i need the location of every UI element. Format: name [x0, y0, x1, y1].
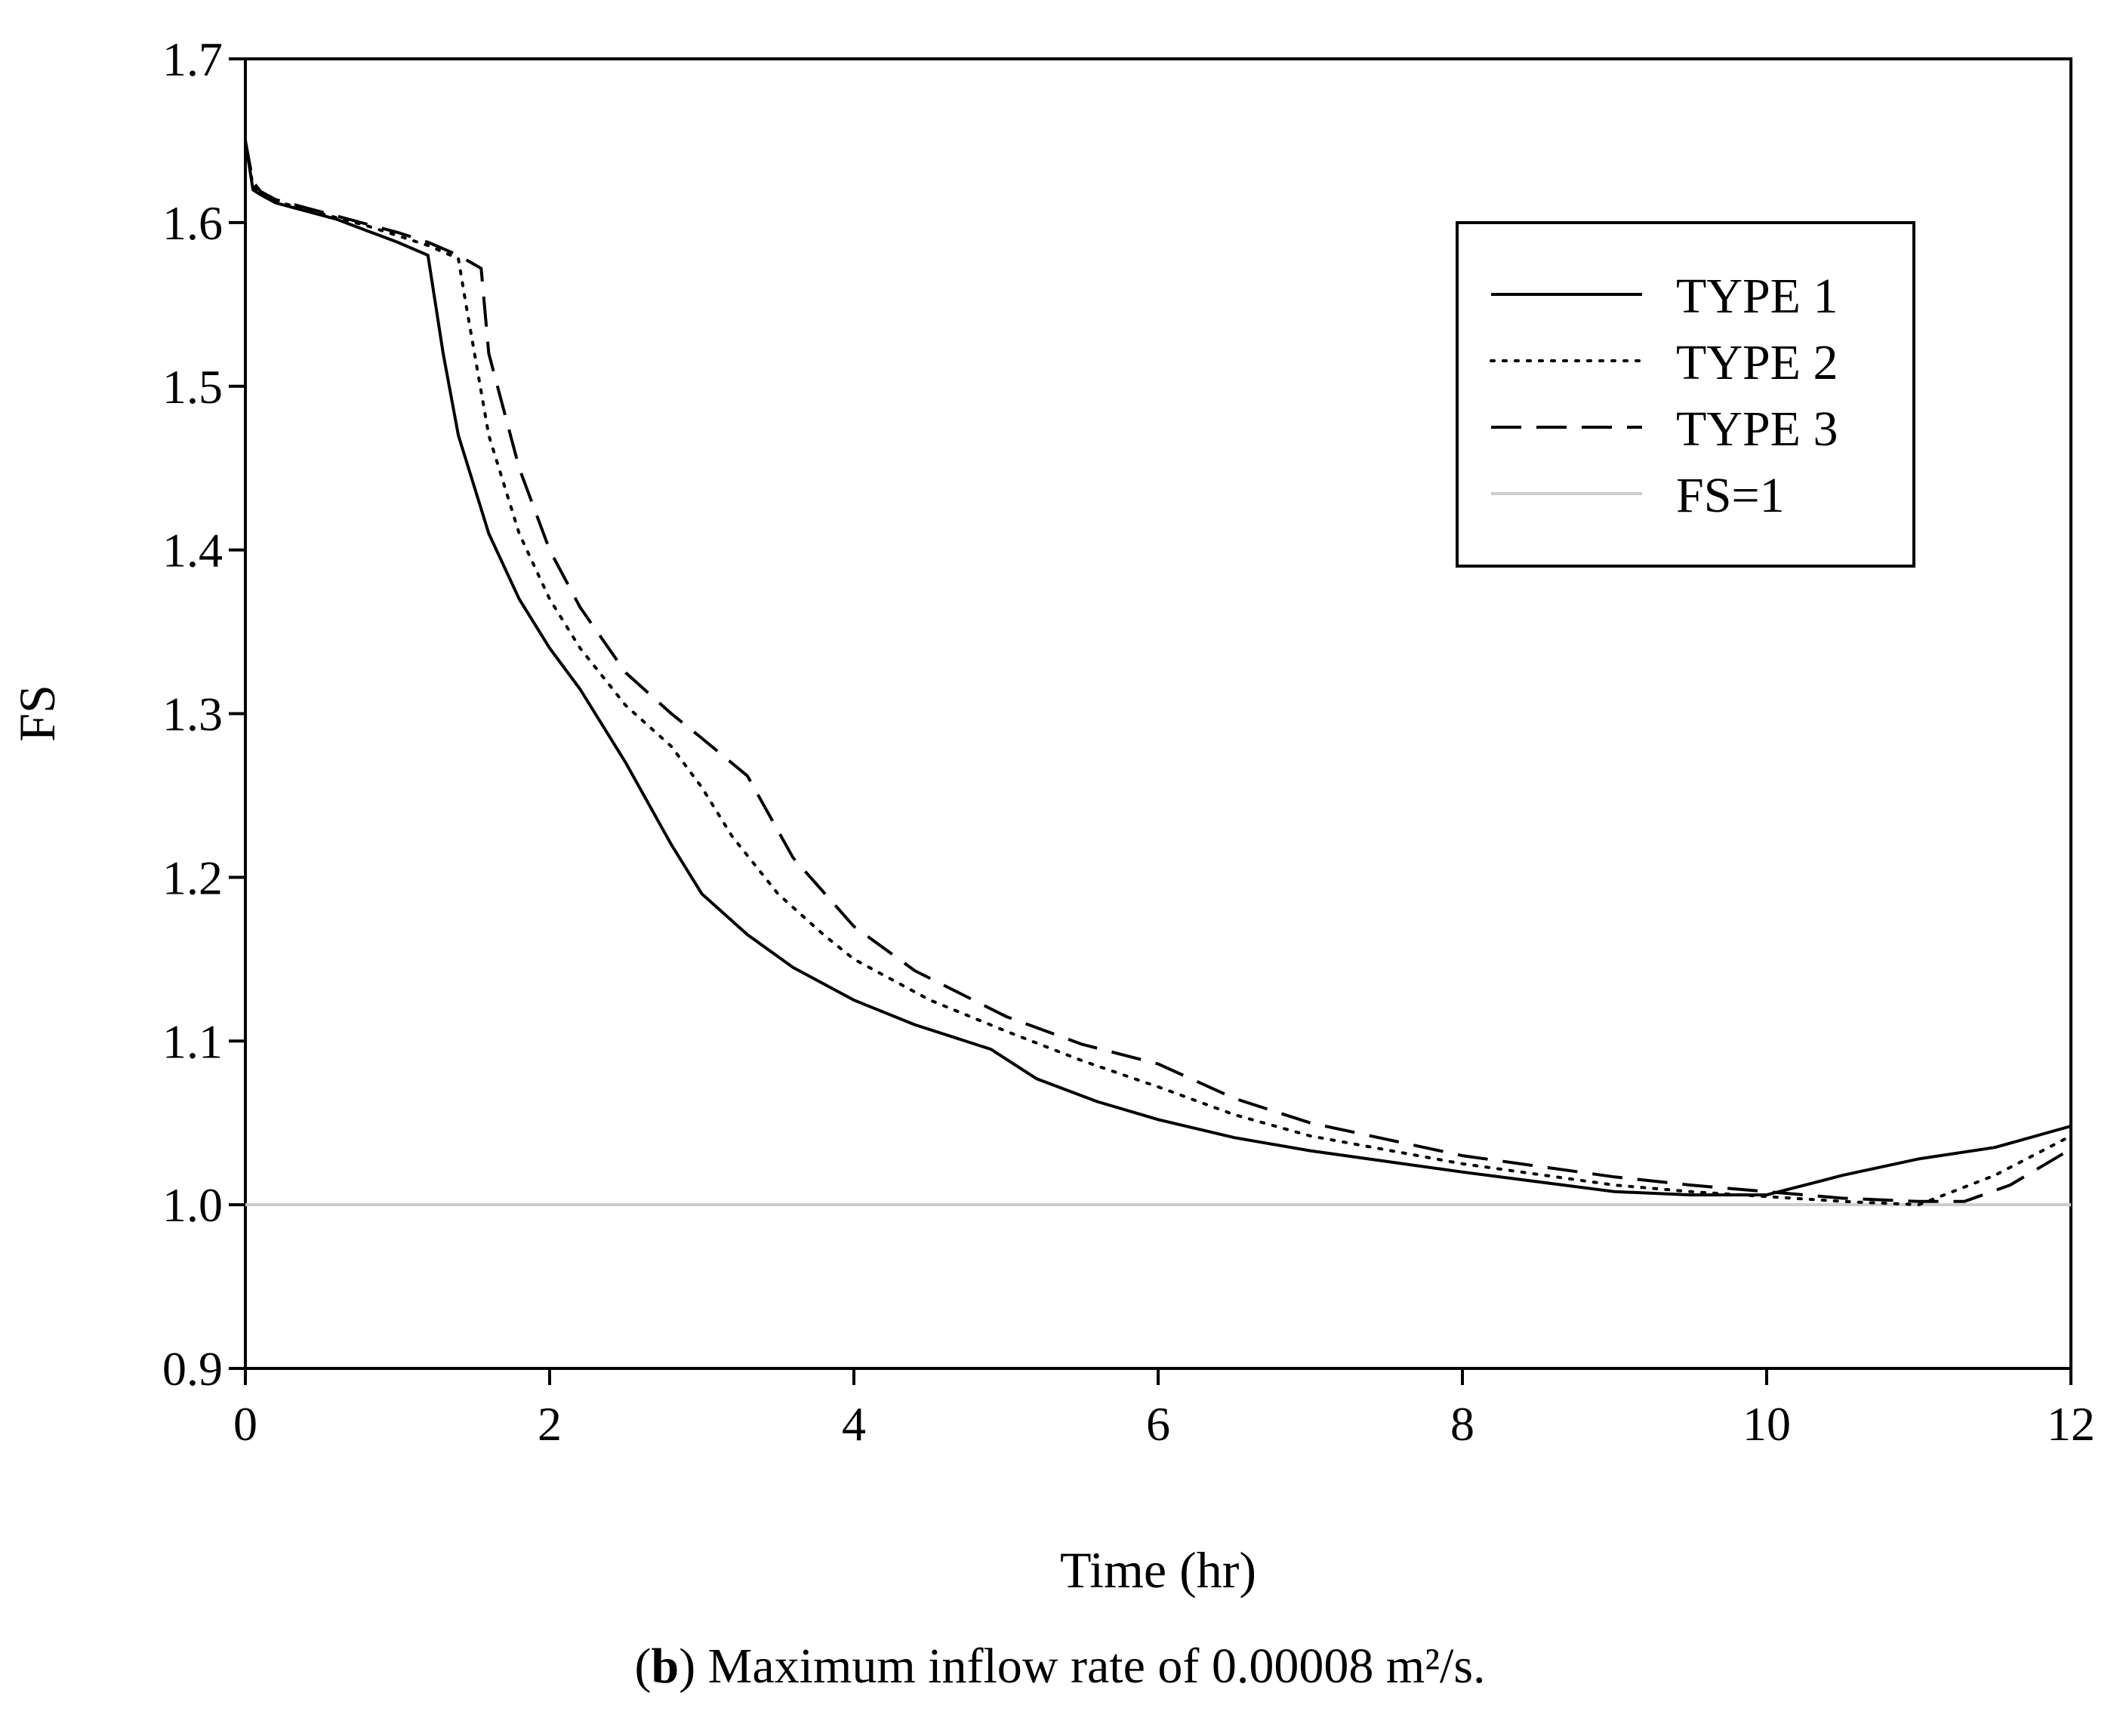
y-axis-title: FS: [8, 685, 66, 742]
legend-label: TYPE 2: [1676, 335, 1838, 390]
x-tick-label: 6: [1146, 1397, 1170, 1451]
y-tick-label: 1.5: [162, 360, 223, 414]
y-tick-label: 1.6: [162, 196, 223, 250]
y-tick-label: 1.2: [162, 851, 223, 904]
y-tick-label: 0.9: [162, 1342, 223, 1396]
x-tick-label: 10: [1743, 1397, 1791, 1451]
y-axis: 0.9 1.0 1.1 1.2 1.3 1.4 1.5 1.6 1.7: [162, 32, 245, 1396]
figure-caption: (b) Maximum inflow rate of 0.00008 m²/s.: [0, 1638, 2120, 1695]
x-tick-label: 12: [2047, 1397, 2095, 1451]
x-tick-label: 0: [233, 1397, 257, 1451]
legend-label: TYPE 3: [1676, 402, 1838, 457]
series-line-type-3: [244, 140, 2072, 1203]
x-tick-label: 8: [1450, 1397, 1474, 1451]
series-layer: [244, 139, 2072, 1207]
x-tick-label: 4: [842, 1397, 866, 1451]
legend-label: FS=1: [1676, 468, 1785, 523]
x-tick-label: 2: [538, 1397, 562, 1451]
y-tick-label: 1.1: [162, 1014, 223, 1068]
y-tick-label: 1.3: [162, 688, 223, 741]
series-line-type-1: [244, 140, 2072, 1197]
caption-label: b: [651, 1639, 679, 1694]
y-tick-label: 1.0: [162, 1178, 223, 1232]
caption-text: ) Maximum inflow rate of 0.00008 m²/s.: [679, 1639, 1486, 1694]
x-axis-title: Time (hr): [1060, 1541, 1256, 1599]
y-tick-label: 1.4: [162, 524, 223, 577]
caption-open: (: [634, 1639, 652, 1694]
legend-label: TYPE 1: [1676, 269, 1838, 324]
legend-box: [1456, 221, 1915, 568]
legend: TYPE 1 TYPE 2 TYPE 3 FS=1: [1456, 221, 1915, 568]
y-tick-label: 1.7: [162, 32, 223, 86]
x-axis: 0 2 4 6 8 10 12: [233, 1368, 2095, 1451]
